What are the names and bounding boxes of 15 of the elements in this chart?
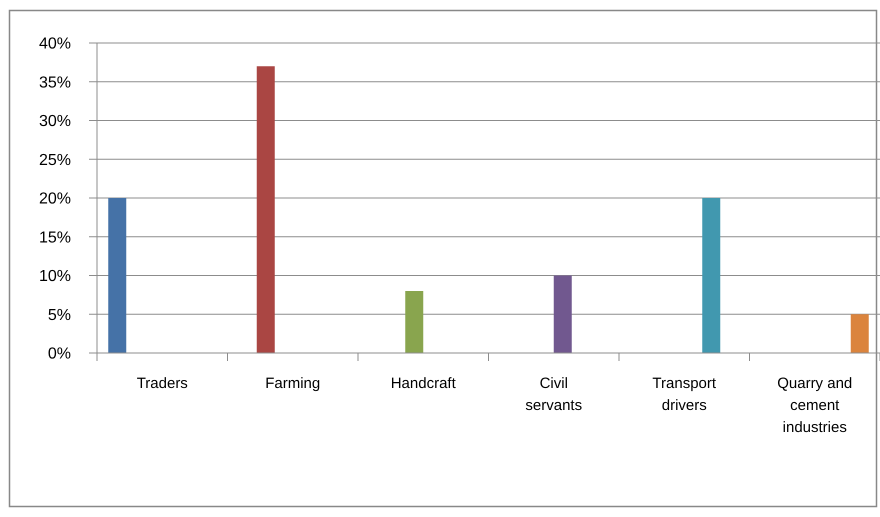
x-tick-label: Civil servants xyxy=(525,375,582,414)
x-tick-label: Quarry and cement industries xyxy=(777,375,852,436)
y-tick-label: 15% xyxy=(38,229,71,246)
y-tick-label: 10% xyxy=(38,268,71,286)
x-tick-label: Transport drivers xyxy=(652,375,717,414)
x-tick-label: Handcraft xyxy=(390,375,457,392)
x-tick-label: Farming xyxy=(265,375,320,392)
x-tick-label: Traders xyxy=(136,375,188,392)
y-tick-label: 25% xyxy=(38,152,71,169)
y-tick-label: 0% xyxy=(48,346,71,363)
y-tick-label: 20% xyxy=(38,190,71,208)
y-tick-label: 35% xyxy=(38,74,71,92)
y-tick-label: 40% xyxy=(38,36,71,53)
y-tick-label: 5% xyxy=(48,306,71,324)
y-tick-label: 30% xyxy=(38,113,71,130)
